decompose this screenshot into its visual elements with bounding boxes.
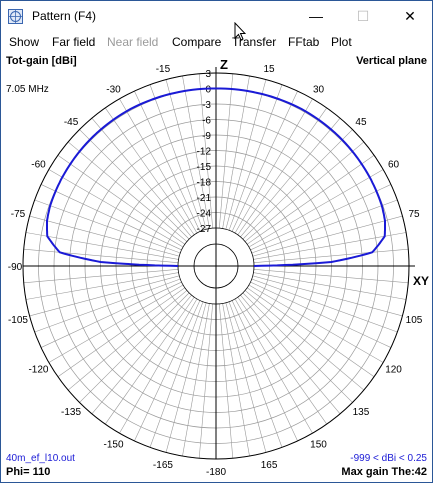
radial-tick-label: -21	[197, 193, 212, 204]
mouse-cursor-icon	[234, 22, 246, 41]
angle-tick-label: -15	[156, 64, 171, 75]
angle-tick-label: -150	[103, 440, 123, 451]
radial-tick-label: -18	[197, 178, 212, 189]
menu-bar: Show Far field Near field Compare Transf…	[1, 32, 432, 52]
menu-plot[interactable]: Plot	[331, 35, 352, 49]
angle-tick-label: 60	[388, 160, 400, 171]
radial-tick-label: -24	[197, 209, 212, 220]
polar-plot-area[interactable]: Tot-gain [dBi] Vertical plane 7.05 MHz 3…	[1, 52, 432, 482]
radial-tick-label: -9	[202, 131, 211, 142]
pattern-curve	[46, 87, 386, 267]
app-icon	[8, 9, 23, 24]
file-name-label: 40m_ef_l10.out	[6, 453, 75, 464]
max-gain-label: Max gain The:42	[341, 466, 427, 478]
angle-tick-label: 165	[261, 460, 278, 471]
title-bar[interactable]: Pattern (F4) — ☐ ✕	[1, 1, 432, 32]
angle-tick-label: -45	[64, 117, 79, 128]
angle-tick-label: -135	[61, 407, 81, 418]
phi-label: Phi= 110	[6, 466, 51, 478]
angle-tick-label: -165	[153, 460, 173, 471]
angle-tick-label: 135	[353, 407, 370, 418]
polar-chart: 30-3-6-9-12-15-18-21-24-2715304560751051…	[8, 64, 423, 478]
angle-tick-label: -75	[11, 209, 26, 220]
window-title: Pattern (F4)	[32, 9, 97, 23]
maximize-button[interactable]: ☐	[356, 8, 370, 24]
plot-title: Tot-gain [dBi]	[6, 55, 77, 67]
radial-tick-label: -15	[197, 162, 212, 173]
plane-label: Vertical plane	[356, 55, 427, 67]
angle-tick-label: -120	[28, 365, 48, 376]
angle-tick-label: 15	[263, 64, 275, 75]
radial-tick-label: -6	[202, 116, 211, 127]
menu-show[interactable]: Show	[9, 35, 40, 49]
menu-fftab[interactable]: FFtab	[288, 35, 320, 49]
angle-tick-label: -30	[106, 84, 121, 95]
angle-tick-label: 75	[408, 209, 420, 220]
angle-tick-label: 150	[310, 440, 327, 451]
angle-tick-label: 30	[313, 84, 325, 95]
radial-tick-label: -12	[197, 147, 212, 158]
angle-tick-label: -105	[8, 315, 28, 326]
menu-compare[interactable]: Compare	[172, 35, 222, 49]
angle-tick-label: -90	[8, 262, 23, 273]
xy-axis-label: XY	[413, 274, 430, 288]
menu-near-field[interactable]: Near field	[107, 35, 159, 49]
close-button[interactable]: ✕	[404, 8, 416, 24]
radial-tick-label: -27	[197, 224, 212, 235]
angle-tick-label: -180	[206, 467, 226, 478]
menu-far-field[interactable]: Far field	[52, 35, 96, 49]
radial-tick-label: -3	[202, 100, 211, 111]
minimize-button[interactable]: —	[309, 8, 323, 24]
angle-tick-label: 120	[385, 365, 402, 376]
angle-tick-label: 105	[406, 315, 423, 326]
gain-range-label: -999 < dBi < 0.25	[350, 453, 427, 464]
angle-tick-label: -60	[31, 160, 46, 171]
z-axis-label: Z	[220, 57, 228, 72]
angle-tick-label: 45	[355, 117, 367, 128]
radial-tick-label: 0	[205, 85, 211, 96]
frequency-label: 7.05 MHz	[6, 84, 49, 95]
radial-tick-label: 3	[205, 69, 211, 80]
